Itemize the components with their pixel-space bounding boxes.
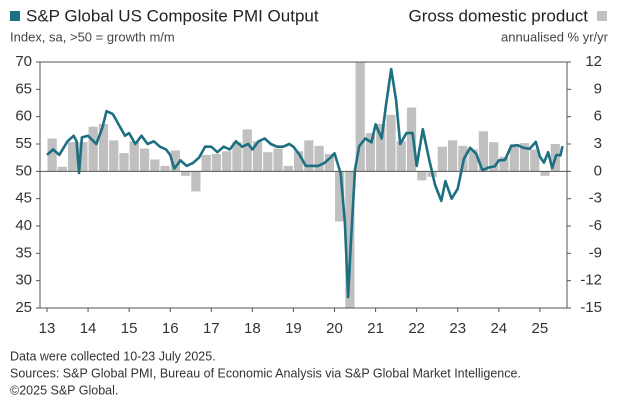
x-tick-label: 20 [326,320,343,337]
y-tick-label: 30 [15,272,32,289]
y-tick-label: 50 [15,162,32,179]
bar [88,126,98,172]
legend-label: Gross domestic product [408,6,588,25]
note: Sources: S&P Global PMI, Bureau of Econo… [10,366,521,380]
y2-axis-label: annualised % yr/yr [501,29,609,44]
y2-tick-label: -15 [580,299,602,316]
bar [222,151,232,172]
bar [263,152,273,172]
x-tick-label: 21 [367,320,384,337]
line [46,67,564,299]
y2-tick-label: -9 [589,244,602,261]
x-tick-label: 18 [244,320,261,337]
bar [129,141,139,172]
bar [98,123,109,172]
x-tick-label: 13 [39,320,56,337]
bar [437,146,447,172]
plot-frame [39,61,568,309]
x-tick-label: 24 [490,320,507,337]
bar [293,151,304,172]
bar [180,171,191,176]
y2-tick-label: -3 [589,190,602,207]
bar [519,143,530,172]
x-tick-label: 16 [162,320,179,337]
bar [406,107,417,172]
y-tick-label: 60 [15,108,32,125]
note: ©2025 S&P Global. [10,383,118,397]
y2-tick-label: 3 [594,135,602,152]
legend-swatch [10,11,20,21]
y-tick-label: 40 [15,217,32,234]
note: Data were collected 10-23 July 2025. [10,349,216,363]
y-tick-label: 65 [15,80,32,97]
bar [242,129,252,172]
x-tick-label: 22 [408,320,425,337]
bar [376,123,386,172]
x-tick-label: 17 [203,320,220,337]
bar [396,141,406,172]
y2-tick-label: 12 [585,53,602,70]
bar [489,142,499,172]
x-tick-label: 19 [285,320,302,337]
bar [232,142,242,172]
bar [324,154,334,172]
plot-area [46,62,564,308]
bar [355,62,365,172]
bar [447,140,458,172]
bar [365,133,376,172]
bar [109,140,119,172]
x-tick-label: 23 [449,320,466,337]
bar [335,171,345,222]
bar [150,159,160,172]
bar [530,149,540,172]
bar [304,140,314,172]
bar [160,165,170,172]
bar [68,142,78,172]
x-tick-label: 14 [80,320,97,337]
y2-tick-label: 6 [594,108,602,125]
legend-label: S&P Global US Composite PMI Output [26,6,319,25]
bar [57,166,68,172]
legend-swatch [597,11,607,21]
bar [468,149,478,172]
bar [201,154,211,172]
x-tick-label: 25 [532,320,549,337]
y-tick-label: 35 [15,244,32,261]
bar [78,142,88,172]
bar [139,148,150,172]
bar [386,114,396,172]
bar [191,171,201,192]
y-tick-label: 55 [15,135,32,152]
bar [273,148,283,172]
y2-tick-label: 0 [594,162,602,179]
bar [314,145,324,172]
bar [170,150,180,172]
y-axis-label: Index, sa, >50 = growth m/m [10,29,175,44]
bar [211,154,222,172]
y2-tick-label: -12 [580,272,602,289]
y-tick-label: 45 [15,190,32,207]
bar [47,138,57,172]
bar [119,153,129,172]
bar [509,144,519,172]
y2-tick-label: 9 [594,80,602,97]
y2-tick-label: -6 [589,217,602,234]
y-tick-label: 70 [15,53,32,70]
bar [478,131,489,172]
bar [417,171,427,181]
bar [252,141,263,172]
bar [283,165,293,172]
bar [499,156,509,172]
y-tick-label: 25 [15,299,32,316]
bar [540,171,550,176]
x-tick-label: 15 [121,320,138,337]
